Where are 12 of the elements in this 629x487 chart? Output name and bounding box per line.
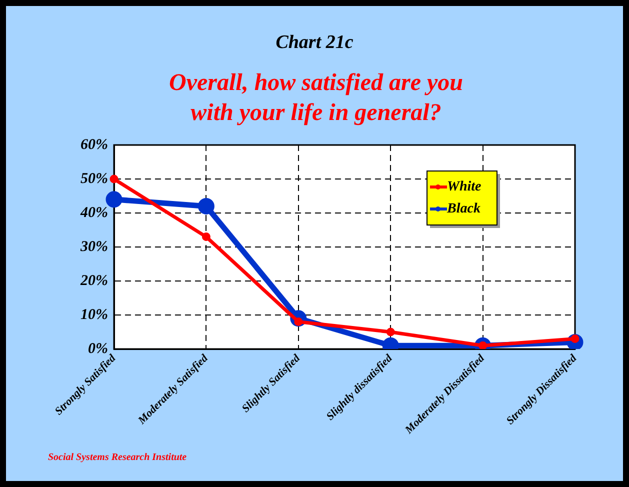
y-tick-label: 60% [80,136,108,153]
text: Social Systems Research Institute [48,452,187,463]
y-tick-label: 30% [80,238,108,255]
legend-label: White [447,180,482,195]
y-tick-label: 10% [80,306,108,323]
chart-title: Chart 21c [274,32,354,54]
legend-label: Black [446,202,480,217]
y-tick-label: 0% [88,340,108,357]
chart-subtitle: Overall, how satisfied are you with your life in general? [168,69,464,128]
y-tick-label: 20% [80,272,108,289]
y-tick-label: 50% [80,170,108,187]
y-tick-label: 40% [80,204,108,221]
